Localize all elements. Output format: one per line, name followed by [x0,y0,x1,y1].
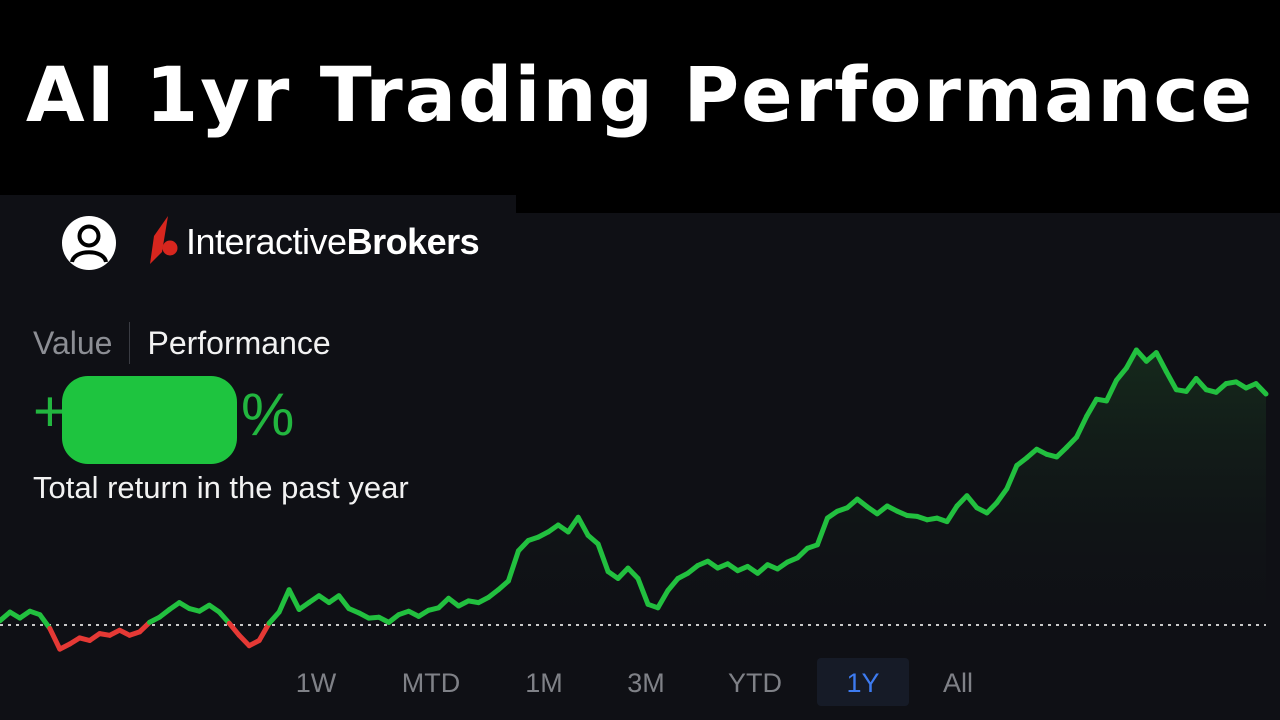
tab-value[interactable]: Value [33,324,113,361]
brand-name-regular: Interactive [186,221,347,262]
time-range-selector: 1W MTD 1M 3M YTD 1Y All [0,658,1280,708]
title-bar-extension [516,195,1280,213]
chart-line-segment [1193,376,1209,393]
brand-name: InteractiveBrokers [186,221,480,263]
chart-line-segment [1123,347,1139,371]
performance-chart [0,347,1269,652]
range-ytd[interactable]: YTD [728,668,782,698]
brand-logo-icon [150,216,178,264]
chart-line-segment [266,609,282,626]
chart-line-segment [565,514,581,535]
view-segmented-control: Value Performance [33,322,331,364]
chart-line-segment [1074,413,1090,440]
total-return-value: + % [33,372,333,468]
avatar-icon[interactable] [62,216,116,270]
chart-line-segment [944,503,960,525]
range-3m[interactable]: 3M [627,668,665,698]
chart-line-segment [1114,365,1129,383]
chart-line-segment [37,612,53,631]
chart-line-segment [336,593,352,612]
redacted-return-mask [62,376,237,464]
range-1w[interactable]: 1W [295,668,337,698]
tab-divider [129,322,131,364]
range-all[interactable]: All [942,668,973,698]
thumbnail-title-bar: AI 1yr Trading Performance [0,0,1280,195]
chart-line-segment [655,588,671,611]
tab-performance[interactable]: Performance [147,324,331,361]
return-sign: + [33,379,67,444]
return-unit: % [241,381,295,448]
chart-line-segment [216,609,232,626]
chart-line-segment [1084,396,1099,419]
chart-line-segment [276,587,292,615]
thumbnail-title: AI 1yr Trading Performance [25,50,1255,139]
range-mtd[interactable]: MTD [401,668,461,698]
brand-logo: InteractiveBrokers [148,214,480,270]
chart-line-segment [665,576,681,593]
chart-line-segment [1004,463,1020,492]
chart-line-segment [635,576,651,607]
chart-line-segment [595,541,611,575]
chart-line-segment [286,587,302,612]
return-caption: Total return in the past year [33,470,409,505]
chart-line-segment [1183,376,1199,394]
chart-line-segment [814,515,830,548]
chart-line-segment [226,620,242,638]
chart-line-segment [964,493,980,511]
brand-name-bold: Brokers [346,221,480,262]
chart-line-segment [505,548,521,584]
chart-line-segment [256,620,272,643]
chart-line-segment [1153,350,1169,375]
chart-area-fill [0,350,1266,650]
chart-line-segment [47,625,63,652]
range-1m[interactable]: 1M [525,668,563,698]
chart-line-segment [1163,369,1179,393]
range-1y[interactable]: 1Y [817,658,909,706]
chart-line-segment [575,514,591,538]
chart-line-segment [1133,347,1149,364]
chart-line-segment [994,486,1010,506]
chart-line-segment [1253,381,1269,397]
chart-line-segment [1104,377,1119,404]
